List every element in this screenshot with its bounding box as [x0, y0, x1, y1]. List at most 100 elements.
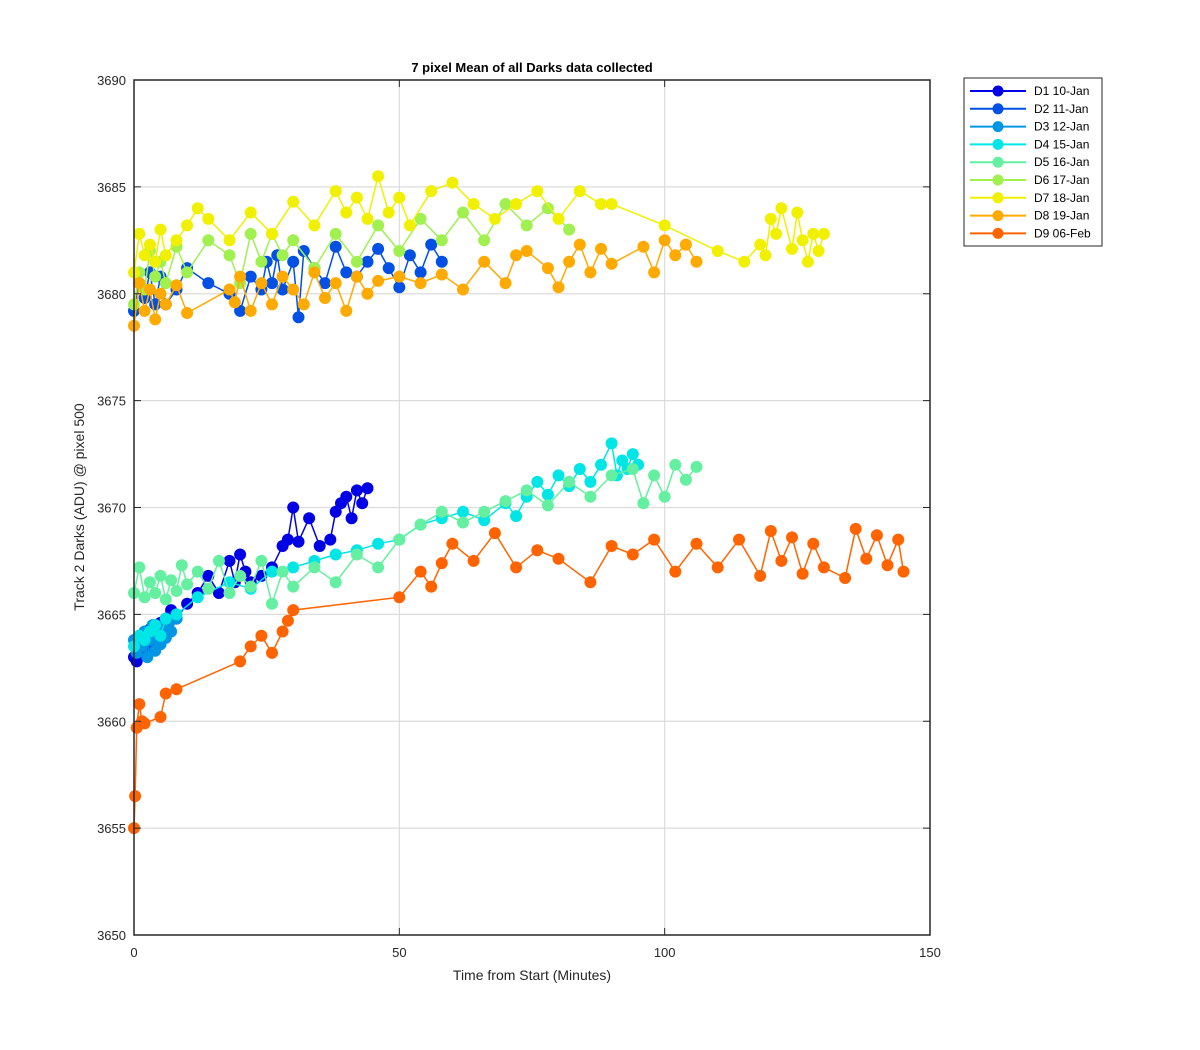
data-point [658, 219, 671, 232]
series-line [133, 238, 698, 326]
legend-entry: D9 06-Feb [970, 226, 1091, 240]
data-point [159, 612, 172, 625]
data-point [143, 576, 156, 589]
legend-entry: D8 19-Jan [970, 209, 1089, 223]
data-point [520, 484, 533, 497]
data-point [159, 249, 172, 262]
data-point [266, 646, 278, 659]
data-point [372, 242, 385, 255]
legend-marker [992, 156, 1004, 168]
data-point [690, 537, 703, 550]
data-point [361, 212, 374, 225]
data-point [149, 619, 162, 632]
plot-series [128, 170, 910, 835]
legend-entry: D7 18-Jan [970, 191, 1089, 205]
data-point [372, 561, 385, 574]
data-point [329, 240, 342, 253]
data-point [520, 245, 533, 257]
data-point [626, 548, 639, 561]
data-point [143, 283, 156, 296]
data-point [669, 565, 682, 578]
data-point [287, 604, 300, 617]
data-point [181, 219, 194, 232]
data-point [711, 561, 724, 574]
data-point [457, 505, 469, 518]
data-point [154, 711, 167, 723]
legend-marker [992, 210, 1004, 222]
data-point [563, 475, 576, 488]
data-point [541, 202, 554, 215]
data-point [287, 234, 300, 247]
data-point [414, 518, 427, 531]
data-point [648, 469, 661, 482]
data-point [510, 198, 523, 210]
data-point [350, 270, 363, 283]
data-point [817, 561, 830, 574]
data-point [881, 559, 894, 572]
data-point [303, 512, 316, 525]
legend-marker [992, 103, 1004, 115]
data-point [361, 255, 374, 268]
data-point [361, 287, 374, 300]
data-point [807, 227, 820, 240]
data-point [319, 292, 331, 304]
data-point [154, 223, 167, 236]
data-point [138, 634, 151, 646]
data-point [849, 522, 862, 535]
legend-label: D9 06-Feb [1034, 226, 1091, 240]
data-point [759, 249, 772, 262]
data-point [138, 717, 151, 730]
data-point [531, 475, 544, 488]
data-point [807, 537, 820, 550]
data-point [170, 234, 183, 247]
data-point [223, 554, 236, 567]
data-point [133, 277, 146, 290]
data-point [786, 242, 798, 255]
data-point [149, 270, 162, 283]
data-point [255, 629, 268, 642]
data-point [138, 304, 151, 317]
data-point [191, 591, 204, 604]
data-point [531, 185, 544, 198]
data-point [595, 458, 607, 471]
data-point [141, 651, 154, 664]
y-tick-label: 3660 [97, 714, 126, 729]
data-point [414, 212, 427, 225]
data-point [308, 561, 321, 574]
data-point [552, 281, 565, 294]
data-point [796, 234, 809, 247]
data-point [738, 255, 751, 268]
data-point [165, 625, 178, 638]
data-point [372, 219, 385, 232]
data-point [281, 533, 294, 546]
legend-entry: D2 11-Jan [970, 102, 1088, 116]
data-point [541, 499, 554, 512]
data-point [435, 505, 448, 518]
data-point [520, 219, 533, 232]
data-point [223, 283, 236, 296]
data-point [159, 687, 172, 700]
data-point [817, 227, 830, 240]
x-tick-label: 150 [919, 945, 941, 960]
data-point [350, 191, 363, 204]
y-tick-label: 3685 [97, 180, 126, 195]
x-tick-label: 50 [392, 945, 406, 960]
legend-entry: D1 10-Jan [970, 84, 1089, 98]
data-point [775, 554, 788, 567]
legend-entry: D3 12-Jan [970, 120, 1089, 134]
data-point [329, 576, 342, 589]
data-point [669, 249, 682, 262]
data-point [308, 219, 321, 232]
data-point [584, 576, 597, 589]
data-point [287, 580, 300, 593]
data-point [605, 257, 618, 270]
data-point [584, 475, 597, 488]
data-point [308, 266, 321, 279]
data-point [393, 191, 406, 204]
data-point [552, 212, 565, 225]
x-axis-label: Time from Start (Minutes) [453, 967, 611, 983]
series-line [133, 173, 825, 273]
data-point [467, 198, 480, 210]
data-point [648, 266, 661, 279]
data-point [212, 554, 225, 567]
